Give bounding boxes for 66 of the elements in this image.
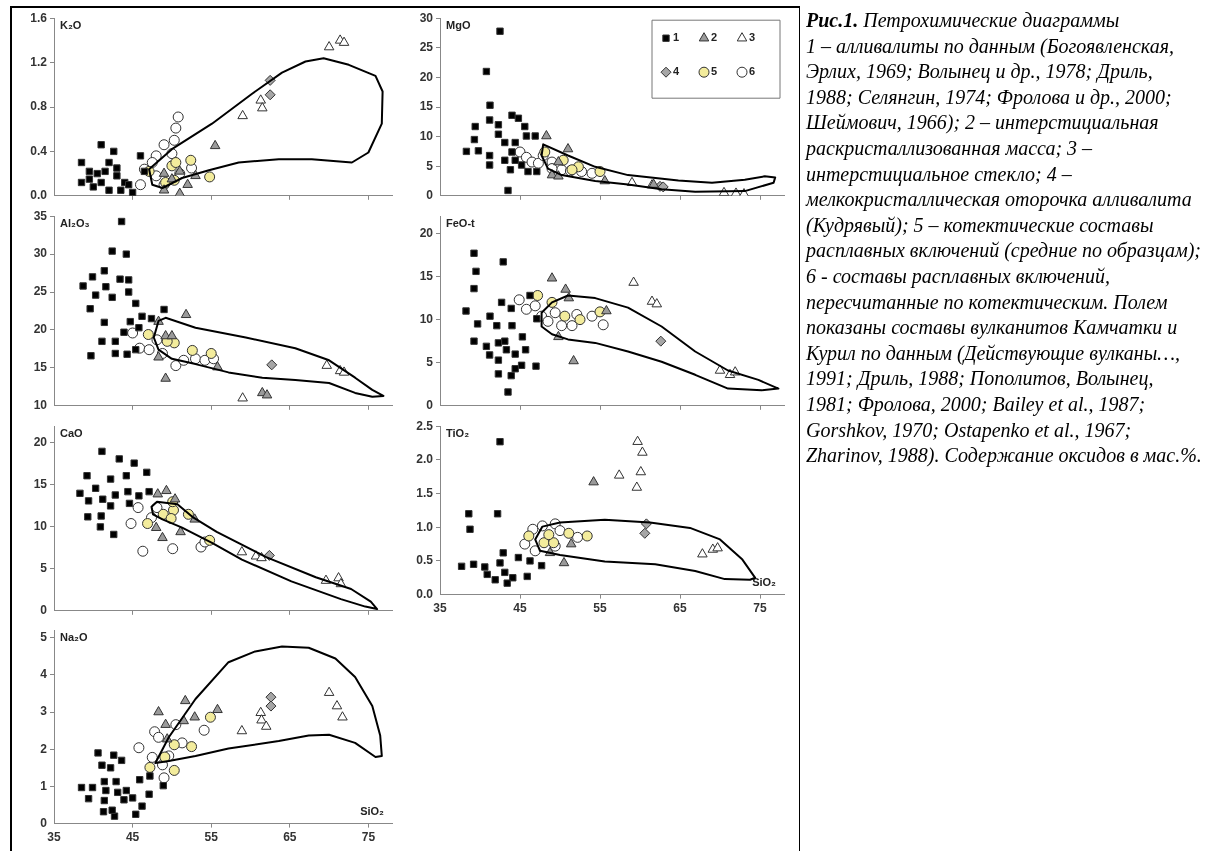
legend-label: 2 — [711, 31, 718, 44]
y-tick-label: 10 — [33, 519, 48, 534]
legend-label: 4 — [673, 65, 680, 78]
y-axis-title: CaO — [60, 426, 84, 439]
text: 1 – алливалиты по данным (Богоявленская, Эрлих, 1969; Волынец и др., 1978; Дриль, 1988; Селянгин, 1974; Фролова и др., 2000; Шеймович, 1966); 2 – интерстициальная раскристаллизованная масса; 3 – интерстициальное стекло; 4 – мелкокристаллическая оторочка алливалита (Кудрявый); 5 – котектические составы расплавных включений (средние по образцам); 6 - составы расплавных включений, пересчитанные по котектическим. Полем показаны составы вулканитов Камчатки и Курил по данным (Действующие вулканы…, 1991; Дриль, 1988; Пополитов, Волынец, 1981; Фролова, 2000; Bailey et al., 1987; Gorshkov, 1970; Ostapenko et al., 1967; Zharinov, 1988). Содержание оксидов в мас.%. — [806, 34, 1202, 467]
x-tick-label: 55 — [204, 830, 219, 845]
legend-label: 3 — [749, 31, 756, 44]
y-tick-label: 20 — [33, 435, 48, 450]
y-tick-label: 35 — [33, 208, 48, 223]
y-tick-label: 20 — [419, 69, 434, 84]
y-tick-label: 2 — [40, 741, 48, 756]
y-tick-label: 20 — [33, 322, 48, 337]
y-tick-label: 30 — [419, 10, 434, 25]
y-tick-label: 15 — [419, 99, 434, 114]
y-axis-title: Na₂O — [60, 630, 88, 643]
y-tick-label: 2.0 — [416, 452, 434, 467]
y-tick-label: 1.0 — [416, 519, 434, 534]
y-tick-label: 5 — [426, 355, 434, 370]
y-axis-title: FeO-t — [446, 216, 476, 229]
y-tick-label: 15 — [33, 477, 48, 492]
y-tick-label: 2.5 — [416, 418, 434, 433]
y-axis-title: K₂O — [60, 18, 82, 31]
y-axis-title: Al₂O₃ — [60, 216, 90, 229]
legend-label: 5 — [711, 65, 718, 78]
y-tick-label: 25 — [419, 40, 434, 55]
x-tick-label: 55 — [593, 601, 607, 616]
y-tick-label: 0.5 — [416, 553, 434, 568]
x-tick-label: 65 — [673, 601, 687, 616]
y-tick-label: 30 — [33, 246, 48, 261]
y-tick-label: 10 — [419, 311, 434, 326]
y-tick-label: 5 — [40, 561, 48, 576]
y-tick-label: 0 — [40, 815, 48, 830]
x-axis-title: SiO₂ — [752, 576, 777, 589]
y-tick-label: 10 — [33, 398, 48, 413]
x-tick-label: 45 — [125, 830, 140, 845]
y-tick-label: 1.2 — [30, 54, 48, 69]
y-tick-label: 1.6 — [30, 10, 48, 25]
y-tick-label: 0 — [426, 398, 434, 413]
y-axis-title: TiO₂ — [446, 426, 470, 439]
y-tick-label: 5 — [426, 158, 434, 173]
y-tick-label: 0 — [40, 603, 48, 618]
y-tick-label: 20 — [419, 225, 434, 240]
legend-label: 1 — [673, 31, 680, 44]
x-tick-label: 65 — [283, 830, 297, 845]
legend-label: 6 — [749, 65, 756, 78]
y-tick-label: 5 — [40, 629, 48, 644]
y-tick-label: 0 — [426, 188, 434, 203]
y-tick-label: 1.5 — [416, 485, 434, 500]
y-tick-label: 15 — [419, 268, 434, 283]
text: Петрохимические диаграммы — [862, 9, 1120, 31]
y-tick-label: 3 — [40, 704, 48, 719]
y-tick-label: 0.4 — [30, 143, 48, 158]
y-tick-label: 4 — [40, 667, 48, 682]
text: Рис.1. — [806, 9, 859, 31]
x-tick-label: 75 — [753, 601, 767, 616]
y-tick-label: 1 — [40, 778, 48, 793]
y-tick-label: 10 — [419, 128, 434, 143]
x-tick-label: 45 — [513, 601, 527, 616]
y-tick-label: 25 — [33, 284, 48, 299]
y-axis-title: MgO — [446, 18, 471, 31]
x-tick-label: 75 — [361, 830, 376, 845]
y-tick-label: 15 — [33, 360, 48, 375]
y-tick-label: 0.0 — [30, 188, 48, 203]
y-tick-label: 0.8 — [30, 99, 48, 114]
y-tick-label: 0.0 — [416, 586, 434, 601]
x-axis-title: SiO₂ — [360, 805, 385, 818]
